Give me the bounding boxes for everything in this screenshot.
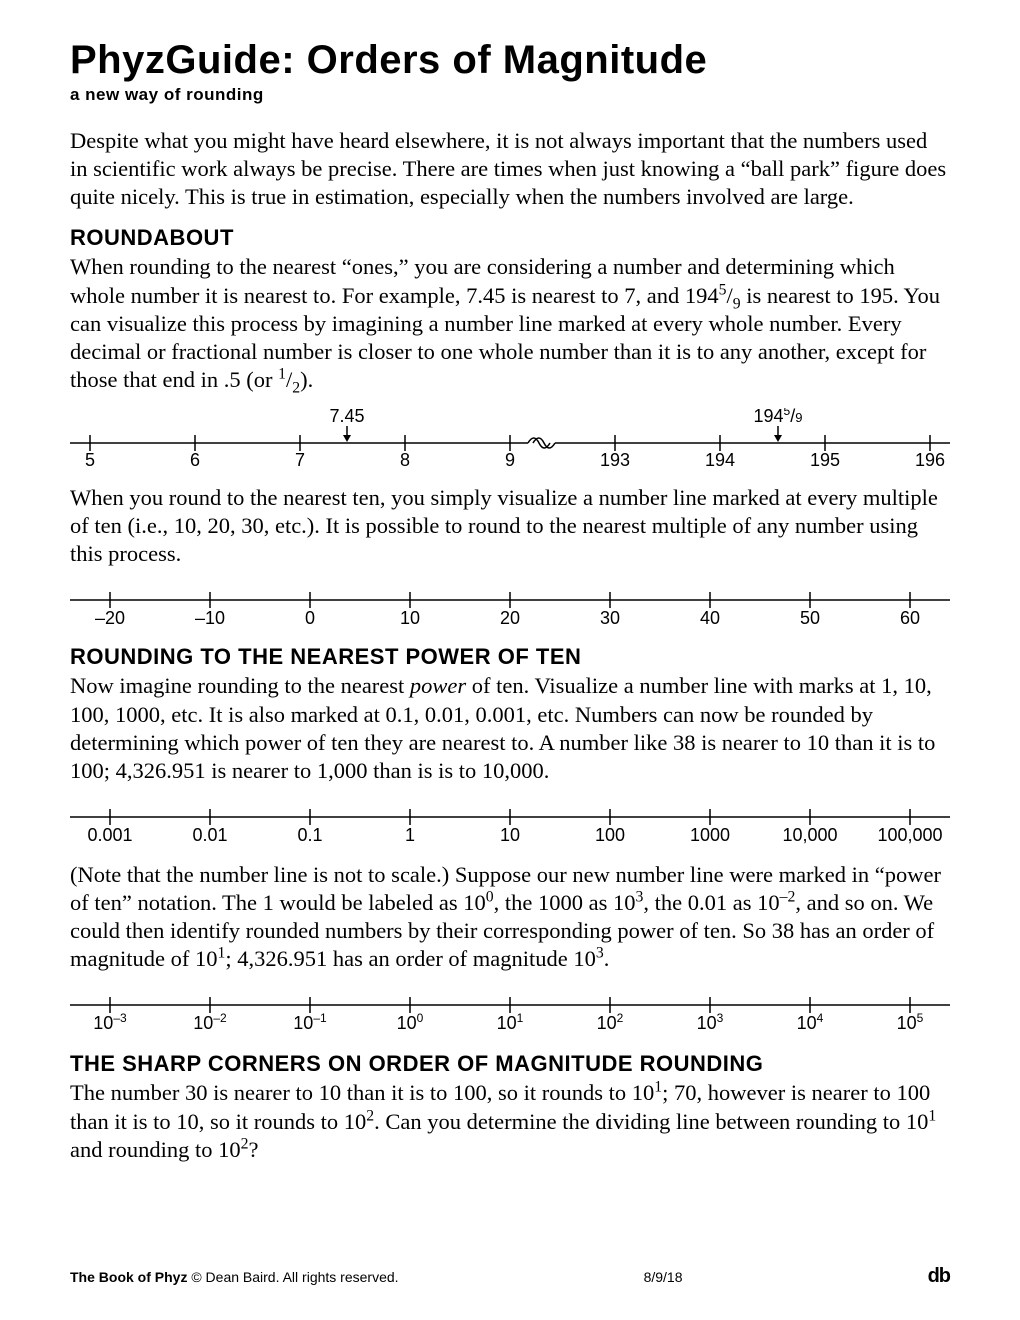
svg-text:101: 101 xyxy=(497,1011,524,1033)
number-line-tens-svg: –20 –10 0 10 20 30 40 50 60 xyxy=(70,582,950,630)
number-line-powers-decimal: 0.001 0.01 0.1 1 10 100 1000 10,000 100,000 xyxy=(70,799,950,847)
number-line-powers-exponent: 10–3 10–2 10–1 100 101 102 103 104 105 xyxy=(70,987,950,1037)
sec1-paragraph-2: When you round to the nearest ten, you s… xyxy=(70,484,950,568)
svg-text:9: 9 xyxy=(505,450,515,470)
svg-text:103: 103 xyxy=(697,1011,724,1033)
svg-text:0: 0 xyxy=(305,608,315,628)
section-head-power-of-ten: ROUNDING TO THE NEAREST POWER OF TEN xyxy=(70,644,950,670)
svg-text:0.01: 0.01 xyxy=(192,825,227,845)
svg-text:10–1: 10–1 xyxy=(293,1011,327,1033)
svg-text:194: 194 xyxy=(705,450,735,470)
svg-text:10–3: 10–3 xyxy=(93,1011,127,1033)
footer-date: 8/9/18 xyxy=(644,1269,683,1285)
svg-text:30: 30 xyxy=(600,608,620,628)
svg-text:102: 102 xyxy=(597,1011,624,1033)
number-line-powers-exponent-svg: 10–3 10–2 10–1 100 101 102 103 104 105 xyxy=(70,987,950,1037)
svg-text:8: 8 xyxy=(400,450,410,470)
svg-text:7: 7 xyxy=(295,450,305,470)
svg-text:193: 193 xyxy=(600,450,630,470)
sec2-paragraph-1: Now imagine rounding to the nearest powe… xyxy=(70,672,950,785)
svg-text:10: 10 xyxy=(400,608,420,628)
svg-text:1945/9: 1945/9 xyxy=(754,408,803,426)
svg-text:6: 6 xyxy=(190,450,200,470)
svg-text:1: 1 xyxy=(405,825,415,845)
page-footer: The Book of Phyz © Dean Baird. All right… xyxy=(70,1265,950,1288)
svg-text:100: 100 xyxy=(397,1011,424,1033)
sec2-paragraph-2: (Note that the number line is not to sca… xyxy=(70,861,950,974)
section-head-roundabout: ROUNDABOUT xyxy=(70,225,950,251)
svg-text:10,000: 10,000 xyxy=(782,825,837,845)
footer-logo: db xyxy=(928,1265,950,1288)
number-line-ones-svg: 5 6 7 8 9 193 194 195 196 7.45 1945/9 xyxy=(70,408,950,470)
number-line-powers-decimal-svg: 0.001 0.01 0.1 1 10 100 1000 10,000 100,000 xyxy=(70,799,950,847)
svg-text:10–2: 10–2 xyxy=(193,1011,227,1033)
page-title: PhyzGuide: Orders of Magnitude xyxy=(70,38,950,83)
svg-text:0.1: 0.1 xyxy=(297,825,322,845)
number-line-tens: –20 –10 0 10 20 30 40 50 60 xyxy=(70,582,950,630)
svg-text:–10: –10 xyxy=(195,608,225,628)
svg-text:105: 105 xyxy=(897,1011,924,1033)
svg-text:60: 60 xyxy=(900,608,920,628)
svg-text:1000: 1000 xyxy=(690,825,730,845)
svg-text:104: 104 xyxy=(797,1011,824,1033)
number-line-ones: 5 6 7 8 9 193 194 195 196 7.45 1945/9 xyxy=(70,408,950,470)
footer-left: The Book of Phyz © Dean Baird. All right… xyxy=(70,1269,399,1285)
sec3-paragraph-1: The number 30 is nearer to 10 than it is… xyxy=(70,1079,950,1163)
svg-text:40: 40 xyxy=(700,608,720,628)
svg-text:20: 20 xyxy=(500,608,520,628)
page-subtitle: a new way of rounding xyxy=(70,85,950,105)
svg-text:10: 10 xyxy=(500,825,520,845)
intro-paragraph: Despite what you might have heard elsewh… xyxy=(70,127,950,211)
svg-text:195: 195 xyxy=(810,450,840,470)
svg-text:0.001: 0.001 xyxy=(87,825,132,845)
sec1-paragraph-1: When rounding to the nearest “ones,” you… xyxy=(70,253,950,394)
svg-text:50: 50 xyxy=(800,608,820,628)
svg-text:196: 196 xyxy=(915,450,945,470)
svg-text:100: 100 xyxy=(595,825,625,845)
svg-text:5: 5 xyxy=(85,450,95,470)
svg-text:7.45: 7.45 xyxy=(329,408,364,426)
svg-text:–20: –20 xyxy=(95,608,125,628)
svg-text:100,000: 100,000 xyxy=(877,825,942,845)
section-head-sharp-corners: THE SHARP CORNERS ON ORDER OF MAGNITUDE … xyxy=(70,1051,950,1077)
